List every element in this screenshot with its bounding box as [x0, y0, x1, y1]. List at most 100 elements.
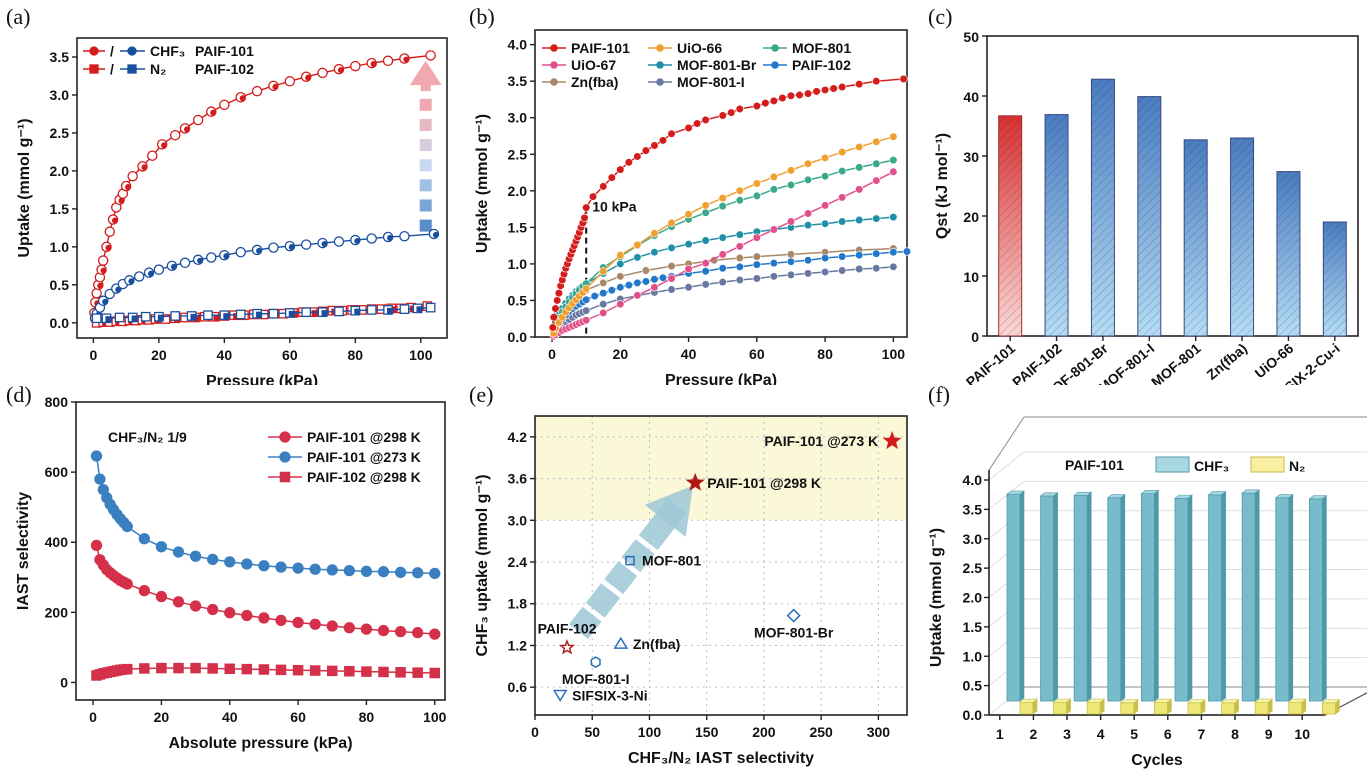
y-tick-label: 3.6 — [508, 471, 528, 487]
data-point-filled — [354, 308, 361, 315]
data-point — [650, 283, 659, 292]
y-tick-label: 2.4 — [508, 554, 528, 570]
x-tick-label: 0 — [89, 347, 97, 363]
data-point — [292, 562, 304, 574]
data-point — [633, 152, 642, 161]
data-point — [224, 607, 236, 619]
data-point — [641, 266, 651, 275]
data-point-filled — [403, 56, 410, 63]
data-point — [258, 560, 270, 572]
data-point — [650, 275, 659, 284]
legend-label: N₂ — [1289, 458, 1305, 474]
legend-marker — [656, 78, 664, 86]
data-point-filled — [272, 83, 279, 90]
legend-gas-label: CHF₃ — [150, 43, 185, 59]
data-point — [838, 252, 847, 261]
data-point — [344, 666, 355, 677]
point-paif-101-273-k: PAIF-101 @273 K — [764, 431, 902, 450]
legend-label: UiO-66 — [677, 40, 722, 56]
data-point — [650, 141, 659, 150]
data-point — [133, 271, 145, 282]
bar-front — [1254, 701, 1269, 715]
chart-b-uptake-comparison: 0 20 40 60 80 100 0.0 0.5 1.0 1.5 2.0 2.5 3.0 3.5 4.0 P… — [474, 29, 912, 385]
data-point — [607, 286, 616, 295]
data-point-filled — [210, 109, 217, 116]
bar-side — [1154, 489, 1159, 702]
data-point — [616, 283, 625, 292]
data-point — [624, 158, 633, 167]
data-point — [735, 242, 744, 251]
bar-front — [1208, 494, 1223, 702]
data-point-filled — [105, 316, 112, 323]
arrow-segment — [569, 606, 602, 639]
panel-label-b: (b) — [469, 4, 495, 29]
bar-front — [1187, 702, 1202, 715]
data-point — [258, 664, 270, 675]
arrow-dash-segment — [419, 199, 432, 212]
legend-marker — [771, 61, 779, 69]
bar-chf3-cycle-5 — [1140, 489, 1160, 702]
data-point-filled — [239, 95, 246, 102]
data-point — [735, 186, 744, 195]
data-point-filled — [288, 310, 295, 317]
data-point — [268, 308, 279, 319]
x-tick-label: 300 — [867, 724, 891, 740]
bar-paif-102 — [1044, 114, 1069, 337]
x-tick-label: 40 — [217, 347, 233, 363]
data-point — [829, 84, 838, 93]
y-tick-label: 1.5 — [508, 219, 528, 235]
data-point — [658, 273, 668, 282]
data-point — [155, 590, 168, 603]
data-point — [872, 159, 881, 168]
data-point — [616, 251, 625, 260]
x-tick-label: MOF-801 — [1148, 340, 1204, 385]
data-point — [803, 256, 813, 265]
data-point — [275, 614, 287, 627]
data-point — [735, 275, 744, 285]
legend-marker — [279, 471, 291, 483]
data-point — [139, 663, 150, 674]
data-point — [820, 201, 830, 210]
data-point — [786, 166, 796, 175]
data-point — [275, 561, 287, 573]
x-tick-label: 4 — [1097, 726, 1105, 742]
series-uio-66 — [549, 132, 898, 338]
legend-marker — [89, 64, 99, 74]
data-point — [429, 667, 440, 679]
series-paif-102-n2 — [91, 302, 436, 324]
data-point — [192, 114, 204, 126]
y-axis-label: Uptake (mmol g⁻¹) — [928, 528, 945, 667]
data-point — [127, 170, 138, 182]
data-point — [170, 311, 181, 321]
arrow-dash-segment — [419, 98, 432, 111]
bar-top — [1220, 699, 1240, 704]
data-point — [616, 300, 625, 309]
hexagon-marker-icon — [590, 656, 601, 669]
data-point — [752, 252, 761, 261]
grid-line-side — [988, 451, 1025, 481]
bar-hatch — [1137, 96, 1161, 336]
series-paif-102-298-k — [91, 662, 440, 681]
data-point-filled — [416, 306, 423, 313]
y-tick-label: 10 — [963, 269, 979, 285]
y-axis-label: Uptake (mmol g⁻¹) — [16, 118, 33, 257]
data-point — [326, 620, 338, 632]
data-point — [224, 556, 236, 568]
data-point — [90, 450, 103, 462]
data-point — [820, 85, 830, 95]
data-point — [173, 662, 184, 674]
legend-separator: / — [110, 43, 114, 59]
panel-label-e: (e) — [469, 382, 494, 407]
data-point — [553, 296, 562, 305]
data-point-filled — [213, 314, 220, 321]
data-point — [104, 226, 115, 237]
x-tick-label: 250 — [809, 724, 833, 740]
x-tick-label: 50 — [584, 724, 600, 740]
data-point — [803, 159, 813, 168]
data-point — [582, 295, 591, 304]
x-axis-label: Pressure (kPa) — [665, 372, 777, 385]
data-point — [378, 666, 389, 678]
data-point — [235, 246, 246, 258]
panel-label-a: (a) — [6, 4, 31, 29]
bar-chf3-cycle-9 — [1274, 493, 1294, 702]
